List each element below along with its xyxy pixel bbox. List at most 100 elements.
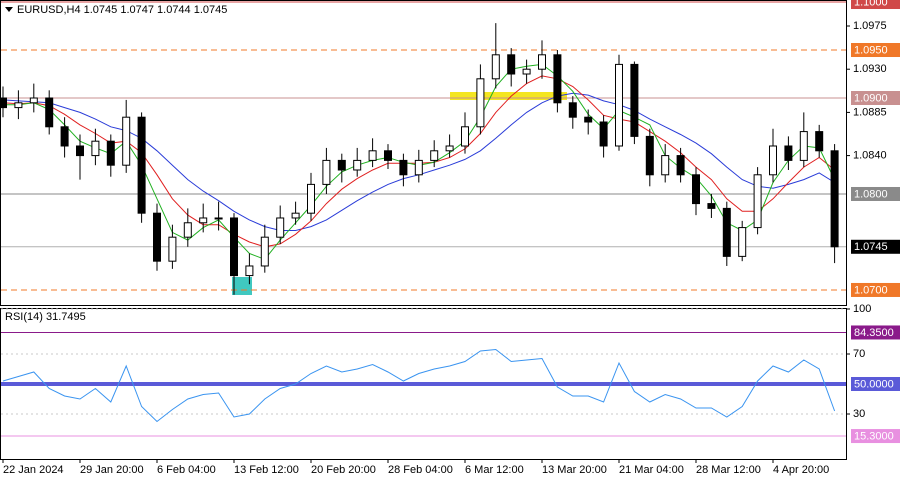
candle-body: [14, 102, 23, 109]
indicator-header: RSI(14) 31.7495: [5, 311, 86, 323]
candle-body: [230, 217, 238, 277]
candle-body: [137, 116, 146, 214]
level-label: 84.3500: [854, 327, 894, 339]
level-label-box: [851, 186, 900, 201]
candle-body: [738, 227, 747, 257]
y-tick-label: 1.0975: [853, 20, 887, 32]
x-tick-label: 22 Jan 2024: [3, 464, 64, 476]
candle-body: [245, 265, 254, 277]
candle-body: [353, 159, 362, 171]
candle-body: [45, 97, 54, 128]
x-tick-label: 28 Feb 04:00: [388, 464, 453, 476]
level-label: 15.3000: [854, 430, 894, 442]
price-panel-frame: [0, 0, 847, 306]
candle-body: [799, 131, 808, 161]
candle-body: [615, 63, 623, 147]
candle-body: [645, 135, 654, 176]
candle-body: [168, 236, 177, 262]
y-tick-label: 1.0885: [853, 106, 887, 118]
candle-body: [76, 145, 84, 157]
level-label: 1.0900: [854, 92, 888, 104]
candle-body: [584, 116, 593, 123]
x-tick-label: 13 Feb 12:00: [234, 464, 299, 476]
level-label-box: [851, 325, 900, 340]
candle-body: [830, 150, 839, 248]
level-label-box: [851, 282, 900, 297]
candle-body: [722, 207, 731, 257]
candle-body: [199, 217, 208, 224]
candle-body: [337, 159, 346, 171]
candle-body: [661, 155, 670, 176]
level-label: 50.0000: [854, 378, 894, 390]
x-tick-label: 21 Mar 04:00: [619, 464, 684, 476]
candle-body: [445, 145, 454, 152]
candle-body: [707, 203, 716, 209]
menu-arrow[interactable]: [5, 7, 13, 12]
candle-body: [0, 97, 7, 109]
candle-body: [815, 131, 824, 152]
y-tick-label: 30: [853, 408, 865, 420]
candle-body: [553, 54, 562, 104]
level-label: 1.1000: [854, 0, 888, 8]
candle-body: [384, 150, 392, 161]
candle-body: [522, 68, 531, 75]
x-tick-label: 28 Mar 12:00: [696, 464, 761, 476]
level-label: 1.0950: [854, 44, 888, 56]
x-tick-label: 6 Feb 04:00: [157, 464, 216, 476]
y-tick-label: 1.0840: [853, 149, 887, 161]
level-label-box: [851, 239, 900, 254]
candle-body: [461, 126, 469, 147]
candle-body: [630, 63, 639, 137]
y-tick-label: 70: [853, 348, 865, 360]
candle-body: [399, 159, 408, 176]
level-label-box: [851, 0, 900, 10]
candle-body: [599, 121, 608, 147]
level-label: 1.0745: [854, 241, 888, 253]
highlight-zone: [232, 277, 252, 295]
candle-body: [568, 102, 577, 118]
level-label-box: [851, 91, 900, 106]
x-tick-label: 29 Jan 20:00: [80, 464, 144, 476]
candle-body: [692, 174, 700, 205]
candle-body: [414, 159, 423, 176]
candle-body: [276, 217, 285, 238]
level-label: 1.0700: [854, 284, 888, 296]
candle-body: [784, 145, 793, 161]
candle-body: [476, 78, 485, 128]
candle-body: [322, 159, 331, 185]
highlight-zone: [450, 92, 567, 100]
candle-body: [491, 54, 500, 80]
level-label: 1.0800: [854, 188, 888, 200]
candle-body: [368, 150, 377, 161]
x-tick-label: 13 Mar 20:00: [542, 464, 607, 476]
rsi-panel-frame: [0, 308, 847, 460]
candle-body: [753, 174, 762, 229]
candle-body: [769, 145, 777, 176]
candle-body: [260, 236, 269, 267]
candle-body: [29, 97, 38, 104]
candle-body: [153, 212, 161, 262]
candle-body: [291, 212, 300, 219]
candle-body: [676, 155, 685, 176]
candle-body: [430, 150, 439, 161]
y-tick-label: 100: [853, 303, 871, 315]
y-tick-label: 1.0930: [853, 63, 887, 75]
candle-body: [307, 183, 315, 214]
x-tick-label: 6 Mar 12:00: [465, 464, 524, 476]
candle-body: [91, 140, 100, 157]
level-label-box: [851, 429, 900, 444]
x-tick-label: 20 Feb 20:00: [311, 464, 376, 476]
series-line: [2, 348, 836, 423]
level-label-box: [851, 43, 900, 58]
candle-body: [507, 54, 516, 75]
candle-body: [214, 217, 223, 220]
candle-body: [183, 222, 192, 238]
symbol-header: EURUSD,H4 1.0745 1.0747 1.0744 1.0745: [17, 4, 227, 16]
level-label-box: [851, 377, 900, 391]
candle-body: [538, 54, 546, 70]
x-tick-label: 4 Apr 20:00: [773, 464, 829, 476]
candle-body: [106, 140, 115, 166]
candle-body: [122, 116, 131, 166]
